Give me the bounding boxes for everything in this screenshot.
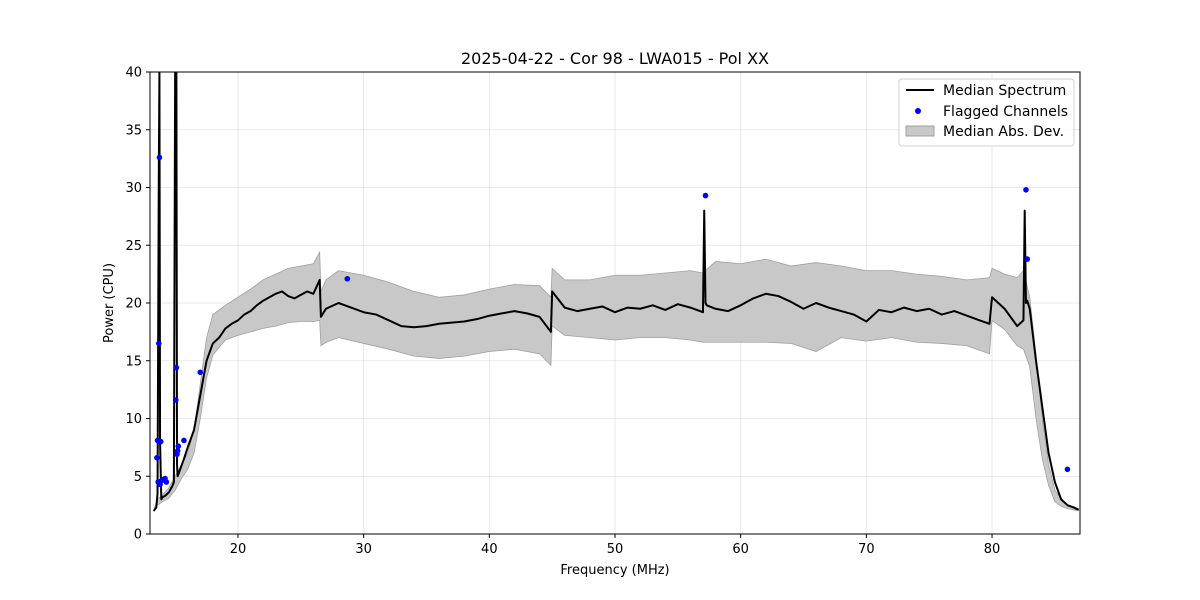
x-tick-label: 20 [230, 542, 247, 557]
x-tick-label: 50 [607, 542, 624, 557]
legend-band-label: Median Abs. Dev. [943, 124, 1064, 140]
x-tick-label: 40 [481, 542, 498, 557]
flagged-channel-point [155, 340, 162, 347]
legend-flagged-swatch [915, 108, 921, 114]
y-axis-label: Power (CPU) [102, 263, 117, 343]
legend: Median Spectrum Flagged Channels Median … [898, 78, 1075, 147]
flagged-channel-point [174, 448, 181, 454]
y-tick-label: 0 [134, 528, 142, 543]
flagged-channel-point [1024, 256, 1031, 262]
flagged-channel-point [175, 443, 182, 450]
flagged-channel-point [173, 364, 180, 371]
y-tick-label: 5 [134, 470, 142, 485]
flagged-channel-point [344, 275, 351, 282]
flagged-channel-point [163, 479, 170, 485]
flagged-channel-point [156, 154, 163, 161]
flagged-channel-point [197, 369, 204, 376]
flagged-channel-point [181, 437, 187, 444]
y-tick-label: 20 [125, 297, 142, 312]
flagged-channel-point [1023, 187, 1029, 193]
x-tick-label: 80 [984, 542, 1001, 557]
x-tick-label: 70 [858, 542, 875, 557]
y-tick-label: 15 [125, 354, 142, 369]
plot-area [152, 72, 1080, 513]
x-axis-label: Frequency (MHz) [560, 563, 669, 578]
median-spectrum-line [152, 72, 1080, 512]
y-tick-label: 40 [125, 66, 142, 81]
flagged-channel-point [157, 438, 164, 445]
flagged-channel-point [154, 454, 160, 461]
legend-median-label: Median Spectrum [943, 83, 1066, 99]
x-tick-label: 60 [732, 542, 749, 557]
chart-title: 2025-04-22 - Cor 98 - LWA015 - Pol XX [461, 49, 769, 68]
legend-frame [898, 78, 1075, 147]
legend-band-swatch [905, 125, 935, 137]
y-tick-label: 35 [125, 123, 142, 138]
x-tick-label: 30 [355, 542, 372, 557]
y-tick-label: 30 [125, 181, 142, 196]
axes: 20 30 40 50 60 70 80 0 5 10 15 20 25 30 35 40 [125, 66, 1081, 557]
y-tick-label: 10 [125, 412, 142, 427]
flagged-channel-point [1064, 466, 1071, 473]
legend-flagged-label: Flagged Channels [943, 104, 1068, 120]
median-abs-dev-band [153, 250, 1079, 513]
flagged-channel-point [172, 397, 179, 403]
y-tick-label: 25 [125, 239, 142, 254]
flagged-channel-point [702, 192, 709, 199]
